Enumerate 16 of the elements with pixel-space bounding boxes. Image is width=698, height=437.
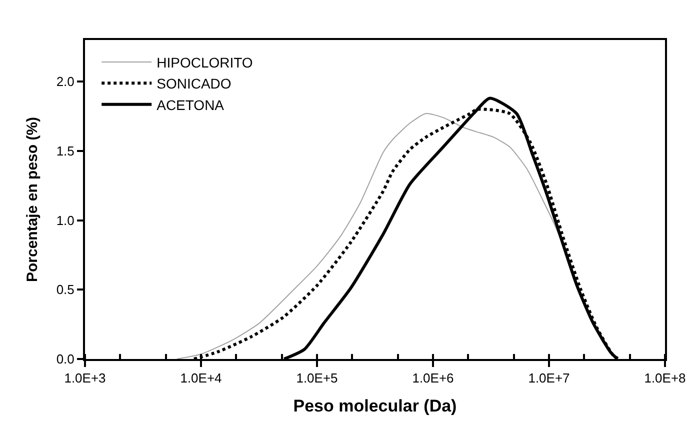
legend-label: ACETONA (156, 96, 225, 113)
y-tick-label: 1.0 (56, 212, 74, 228)
y-tick-label: 2.0 (56, 74, 74, 90)
x-axis-title: Peso molecular (Da) (293, 396, 457, 416)
y-tick-label: 1.5 (56, 144, 74, 159)
y-tick-label: 0.5 (56, 282, 74, 298)
x-tick-label: 1.0E+8 (644, 370, 686, 386)
x-tick-label: 1.0E+4 (180, 370, 222, 386)
y-tick-label: 0.0 (56, 352, 74, 367)
y-axis-title: Porcentaje en peso (%) (24, 116, 42, 282)
x-tick-label: 1.0E+3 (64, 370, 106, 386)
x-tick-label: 1.0E+5 (296, 370, 338, 386)
legend-label: SONICADO (156, 76, 232, 92)
x-tick-label: 1.0E+6 (412, 370, 454, 386)
legend-label: HIPOCLORITO (156, 54, 253, 70)
x-tick-label: 1.0E+7 (528, 370, 570, 386)
